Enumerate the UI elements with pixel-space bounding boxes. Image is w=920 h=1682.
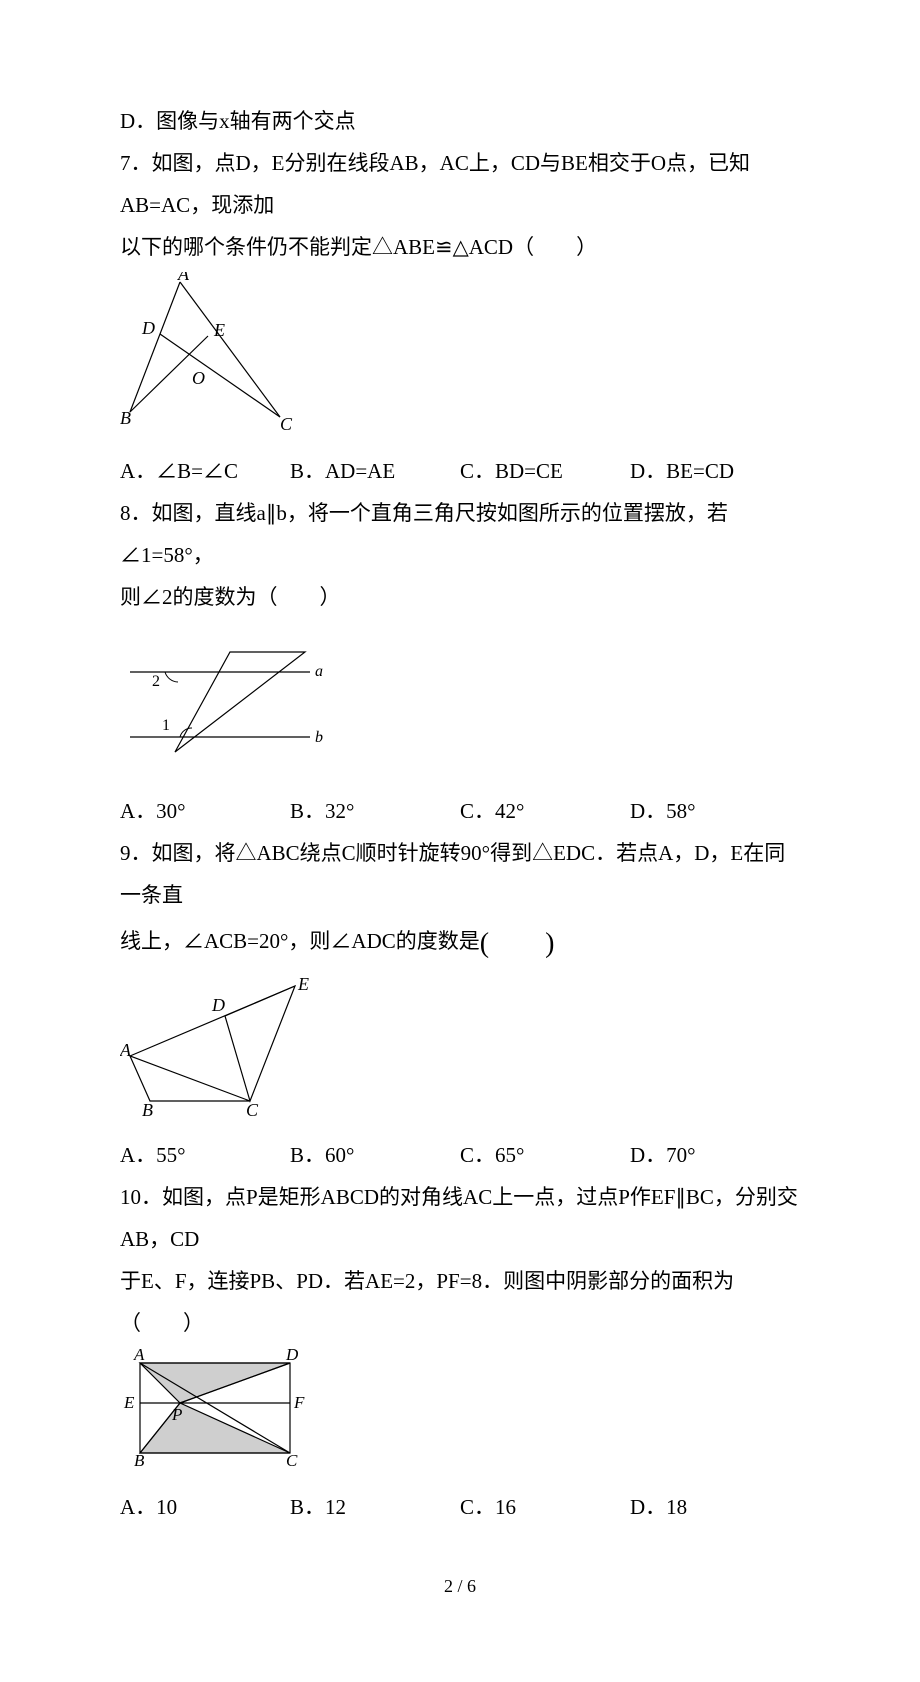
label-B10: B <box>134 1451 145 1468</box>
label-P10: P <box>171 1405 182 1424</box>
q8-stem-1: 8．如图，直线a∥b，将一个直角三角尺按如图所示的位置摆放，若∠1=58°， <box>120 492 800 576</box>
q7-optB: B．AD=AE <box>290 450 460 492</box>
label-O: O <box>192 368 205 388</box>
q8-stem-2: 则∠2的度数为（ ） <box>120 576 800 618</box>
label-D10: D <box>285 1348 299 1364</box>
label-B: B <box>120 408 131 428</box>
q10-options: A．10 B．12 C．16 D．18 <box>120 1486 800 1528</box>
q10-optD: D．18 <box>630 1486 800 1528</box>
q9-figure: A B C D E <box>120 976 800 1130</box>
label-A9: A <box>120 1040 132 1060</box>
q10-figure: A D E F P B C <box>120 1348 800 1482</box>
q9-stem-1: 9．如图，将△ABC绕点C顺时针旋转90°得到△EDC．若点A，D，E在同一条直 <box>120 832 800 916</box>
label-E10: E <box>123 1393 135 1412</box>
q7-optA: A．∠B=∠C <box>120 450 290 492</box>
q8-options: A．30° B．32° C．42° D．58° <box>120 790 800 832</box>
label-b: b <box>315 729 323 746</box>
q9-paren: ( ) <box>480 928 555 959</box>
q8-figure: a b 1 2 <box>120 622 800 786</box>
q8-optB: B．32° <box>290 790 460 832</box>
q10-optB: B．12 <box>290 1486 460 1528</box>
q10-stem-1: 10．如图，点P是矩形ABCD的对角线AC上一点，过点P作EF∥BC，分别交AB… <box>120 1176 800 1260</box>
label-2: 2 <box>152 673 160 690</box>
label-D9: D <box>211 995 225 1015</box>
label-B9: B <box>142 1100 153 1116</box>
label-E: E <box>213 320 225 340</box>
q8-optD: D．58° <box>630 790 800 832</box>
q7-stem-2: 以下的哪个条件仍不能判定△ABE≌△ACD（ ） <box>120 226 800 268</box>
q6-optD: D．图像与x轴有两个交点 <box>120 100 800 142</box>
q8-optA: A．30° <box>120 790 290 832</box>
label-E9: E <box>297 976 309 994</box>
q9-options: A．55° B．60° C．65° D．70° <box>120 1134 800 1176</box>
page-footer: 2 / 6 <box>120 1568 800 1604</box>
label-A: A <box>177 272 190 284</box>
q9-stem-2a: 线上，∠ACB=20°，则∠ADC的度数是 <box>120 929 480 953</box>
label-A10: A <box>133 1348 145 1364</box>
label-F10: F <box>293 1393 305 1412</box>
label-1: 1 <box>162 717 170 734</box>
q10-optC: C．16 <box>460 1486 630 1528</box>
q9-optA: A．55° <box>120 1134 290 1176</box>
q9-optB: B．60° <box>290 1134 460 1176</box>
label-D: D <box>141 318 155 338</box>
q7-stem-1: 7．如图，点D，E分别在线段AB，AC上，CD与BE相交于O点，已知AB=AC，… <box>120 142 800 226</box>
q9-optC: C．65° <box>460 1134 630 1176</box>
q9-optD: D．70° <box>630 1134 800 1176</box>
q7-figure: A B C D E O <box>120 272 800 446</box>
q7-optD: D．BE=CD <box>630 450 800 492</box>
label-C10: C <box>286 1451 298 1468</box>
q7-options: A．∠B=∠C B．AD=AE C．BD=CE D．BE=CD <box>120 450 800 492</box>
q10-optA: A．10 <box>120 1486 290 1528</box>
label-a: a <box>315 663 323 680</box>
q7-optC: C．BD=CE <box>460 450 630 492</box>
q10-stem-2: 于E、F，连接PB、PD．若AE=2，PF=8．则图中阴影部分的面积为（ ） <box>120 1260 800 1344</box>
label-C9: C <box>246 1100 259 1116</box>
q9-stem-2: 线上，∠ACB=20°，则∠ADC的度数是( ) <box>120 916 800 972</box>
q8-optC: C．42° <box>460 790 630 832</box>
label-C: C <box>280 414 293 432</box>
